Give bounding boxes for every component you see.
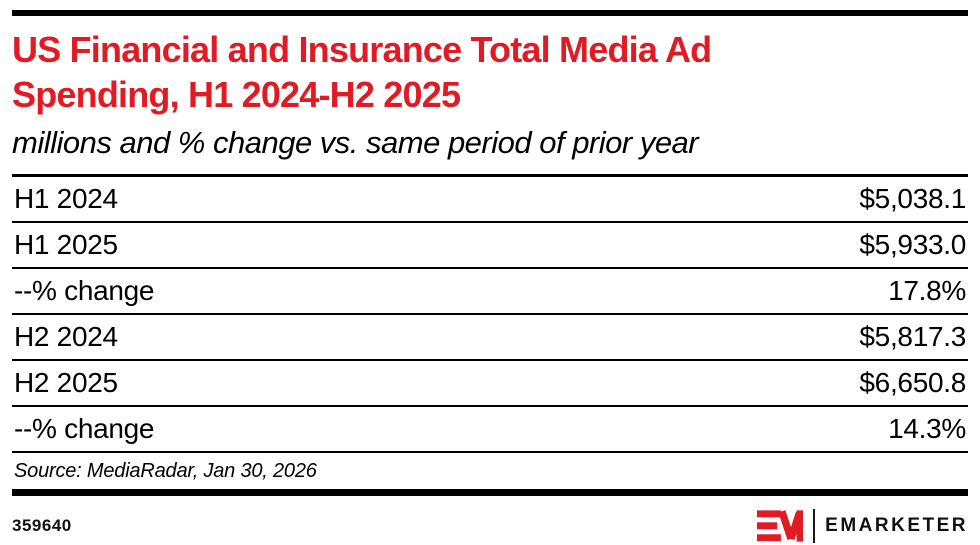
emarketer-monogram-icon <box>757 510 804 542</box>
table-row: --% change 14.3% <box>12 407 968 453</box>
table-row: H2 2024 $5,817.3 <box>12 315 968 361</box>
chart-title-line2: Spending, H1 2024-H2 2025 <box>12 74 461 115</box>
bottom-divider <box>12 489 968 496</box>
row-value: $5,933.0 <box>859 229 966 260</box>
source-note: Source: MediaRadar, Jan 30, 2026 <box>14 459 317 482</box>
row-label: --% change <box>14 413 155 444</box>
top-divider <box>12 10 968 16</box>
table-row: H1 2025 $5,933.0 <box>12 223 968 269</box>
table-row: --% change 17.8% <box>12 269 968 315</box>
data-table: H1 2024 $5,038.1 H1 2025 $5,933.0 --% ch… <box>12 174 968 489</box>
row-label: H1 2025 <box>14 229 118 260</box>
logo-divider <box>813 509 816 543</box>
chart-title: US Financial and Insurance Total Media A… <box>12 27 968 117</box>
emarketer-wordmark: EMARKETER <box>825 515 968 536</box>
chart-subtitle: millions and % change vs. same period of… <box>12 125 699 160</box>
row-value: 17.8% <box>888 275 966 306</box>
row-label: H2 2025 <box>14 367 118 398</box>
row-value: $5,038.1 <box>859 183 966 214</box>
table-row: H2 2025 $6,650.8 <box>12 361 968 407</box>
row-value: $5,817.3 <box>859 321 966 352</box>
row-value: $6,650.8 <box>859 367 966 398</box>
footer: 359640 EMARKETER <box>12 507 968 545</box>
table-row: H1 2024 $5,038.1 <box>12 177 968 223</box>
row-label: H2 2024 <box>14 321 118 352</box>
row-label: H1 2024 <box>14 183 118 214</box>
chart-id: 359640 <box>12 516 72 535</box>
row-value: 14.3% <box>888 413 966 444</box>
chart-title-line1: US Financial and Insurance Total Media A… <box>12 29 712 70</box>
row-label: --% change <box>14 275 155 306</box>
emarketer-logo: EMARKETER <box>757 509 968 543</box>
